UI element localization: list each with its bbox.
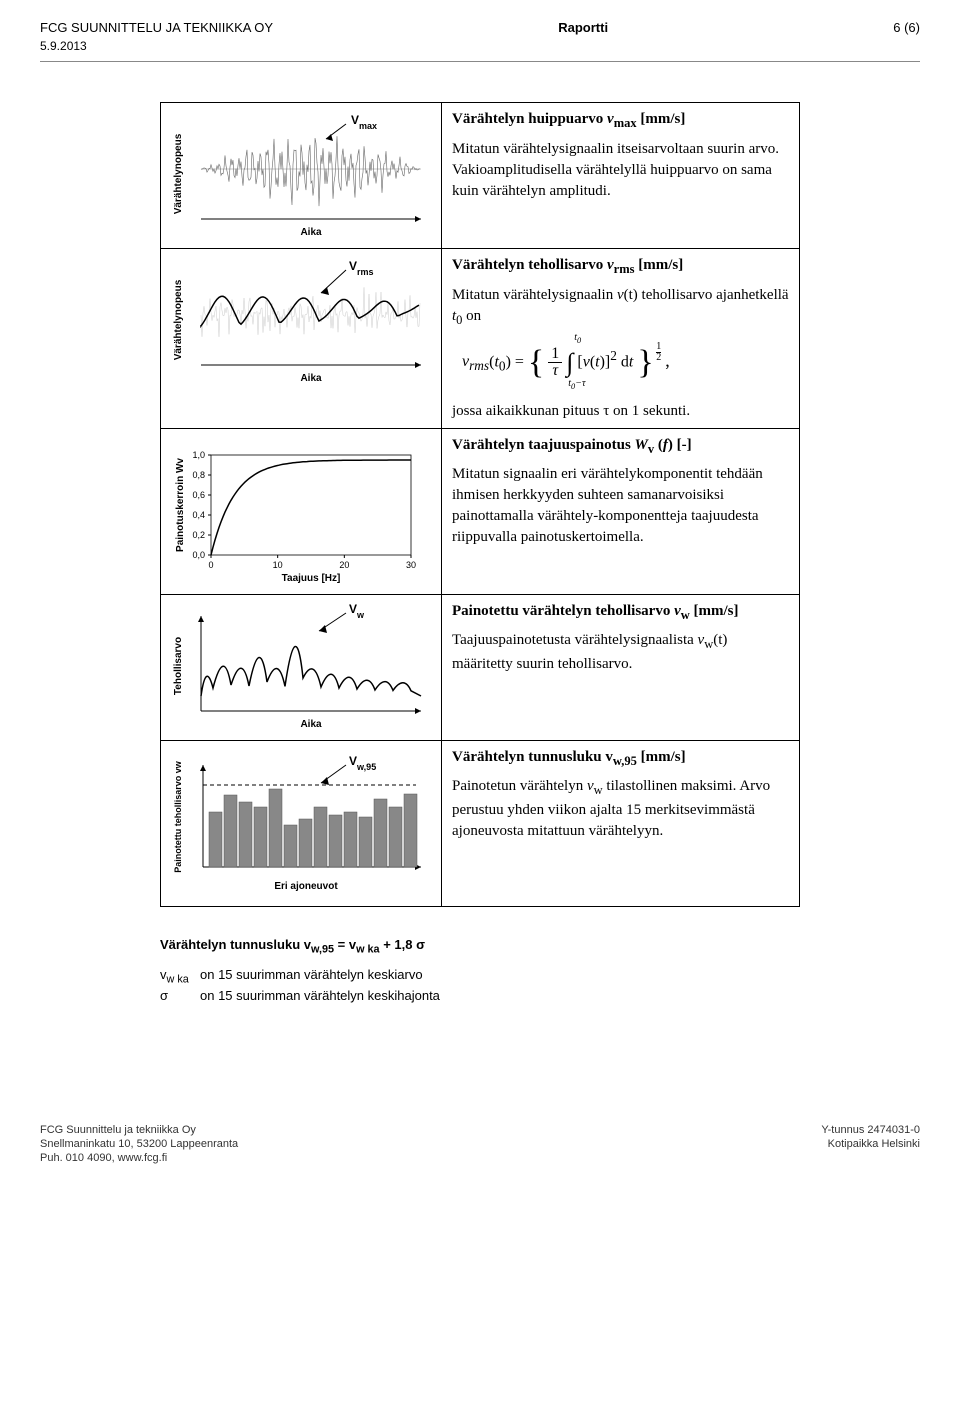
svg-text:30: 30 (406, 560, 416, 570)
description-cell: Värähtelyn taajuuspainotus Wv (f) [-] Mi… (442, 428, 800, 594)
svg-text:Eri ajoneuvot: Eri ajoneuvot (274, 881, 338, 892)
description-cell: Värähtelyn tehollisarvo vrms [mm/s] Mita… (442, 249, 800, 429)
formula-main: Värähtelyn tunnusluku vw,95 = vw ka + 1,… (160, 937, 920, 956)
row-body: Taajuuspainotetusta värähtelysignaalista… (452, 630, 789, 675)
row-body: Mitatun signaalin eri värähtelykomponent… (452, 464, 789, 548)
table-row: 0,0 0,2 0,4 0,6 0,8 1,0 0 10 20 30 Painotuskerroin… (161, 428, 800, 594)
definitions-table: Vmax Värähtelynopeus Aika Värähtelyn huipp… (160, 102, 800, 907)
svg-text:Aika: Aika (300, 227, 322, 238)
table-row: Vrms Värähtelynopeus Aika Värähtelyn tehol… (161, 249, 800, 429)
page-number: 6 (6) (893, 20, 920, 35)
svg-text:0,8: 0,8 (192, 470, 205, 480)
svg-text:Aika: Aika (300, 719, 322, 730)
description-cell: Värähtelyn huippuarvo vmax [mm/s] Mitatu… (442, 103, 800, 249)
svg-text:Vw,95: Vw,95 (349, 754, 376, 772)
doc-date: 5.9.2013 (40, 39, 920, 53)
table-row: Vw Tehollisarvo Aika Painotettu värähtelyn… (161, 594, 800, 740)
chart-cell: Vrms Värähtelynopeus Aika (161, 249, 442, 429)
row-title: Värähtelyn taajuuspainotus Wv (f) [-] (452, 435, 789, 459)
row-title: Painotettu värähtelyn tehollisarvo vw [m… (452, 601, 789, 625)
chart-cell: Vw Tehollisarvo Aika (161, 594, 442, 740)
svg-text:Tehollisarvo: Tehollisarvo (173, 637, 184, 695)
svg-text:Aika: Aika (300, 373, 322, 384)
footer-right: Y-tunnus 2474031-0 Kotipaikka Helsinki (821, 1123, 920, 1166)
table-row: Vmax Värähtelynopeus Aika Värähtelyn huipp… (161, 103, 800, 249)
table-row: Painotettu tehollisarvo vw Eri ajoneuvot V… (161, 740, 800, 906)
svg-text:0,4: 0,4 (192, 510, 205, 520)
row-title: Värähtelyn tunnusluku vw,95 [mm/s] (452, 747, 789, 771)
header-divider (40, 61, 920, 62)
svg-text:20: 20 (339, 560, 349, 570)
row-title: Värähtelyn huippuarvo vmax [mm/s] (452, 109, 789, 133)
svg-text:0,2: 0,2 (192, 530, 205, 540)
svg-text:Painotettu tehollisarvo vw: Painotettu tehollisarvo vw (173, 760, 183, 873)
svg-text:Vmax: Vmax (351, 113, 377, 131)
doc-type: Raportti (558, 20, 608, 35)
formula-def-2: σ on 15 suurimman värähtelyn keskihajont… (160, 988, 920, 1003)
chart-cell: Painotettu tehollisarvo vw Eri ajoneuvot V… (161, 740, 442, 906)
formula-def-1: vw ka on 15 suurimman värähtelyn keskiar… (160, 967, 920, 986)
svg-text:Taajuus [Hz]: Taajuus [Hz] (282, 573, 341, 584)
row-body: Mitatun värähtelysignaalin itseisarvolta… (452, 139, 789, 202)
chart-cell: 0,0 0,2 0,4 0,6 0,8 1,0 0 10 20 30 Painotuskerroin… (161, 428, 442, 594)
svg-text:Vrms: Vrms (349, 259, 374, 277)
svg-text:0: 0 (208, 560, 213, 570)
svg-text:10: 10 (273, 560, 283, 570)
page-header: FCG SUUNNITTELU JA TEKNIIKKA OY Raportti… (40, 20, 920, 35)
svg-text:1,0: 1,0 (192, 450, 205, 460)
svg-text:Painotuskerroin Wv: Painotuskerroin Wv (175, 457, 186, 551)
org-name: FCG SUUNNITTELU JA TEKNIIKKA OY (40, 20, 273, 35)
svg-text:Värähtelynopeus: Värähtelynopeus (173, 133, 184, 214)
svg-text:0,6: 0,6 (192, 490, 205, 500)
chart-cell: Vmax Värähtelynopeus Aika (161, 103, 442, 249)
row-body: Mitatun värähtelysignaalin v(t) tehollis… (452, 285, 789, 330)
description-cell: Painotettu värähtelyn tehollisarvo vw [m… (442, 594, 800, 740)
row-tail: jossa aikaikkunan pituus τ on 1 sekunti. (452, 401, 789, 422)
description-cell: Värähtelyn tunnusluku vw,95 [mm/s] Paino… (442, 740, 800, 906)
formula-section: Värähtelyn tunnusluku vw,95 = vw ka + 1,… (160, 937, 920, 1003)
row-title: Värähtelyn tehollisarvo vrms [mm/s] (452, 255, 789, 279)
svg-text:Värähtelynopeus: Värähtelynopeus (173, 279, 184, 360)
footer-left: FCG Suunnittelu ja tekniikka Oy Snellman… (40, 1123, 238, 1166)
row-body: Painotetun värähtelyn vw tilastollinen m… (452, 776, 789, 842)
page-footer: FCG Suunnittelu ja tekniikka Oy Snellman… (40, 1123, 920, 1166)
svg-text:Vw: Vw (349, 602, 365, 620)
svg-text:0,0: 0,0 (192, 550, 205, 560)
